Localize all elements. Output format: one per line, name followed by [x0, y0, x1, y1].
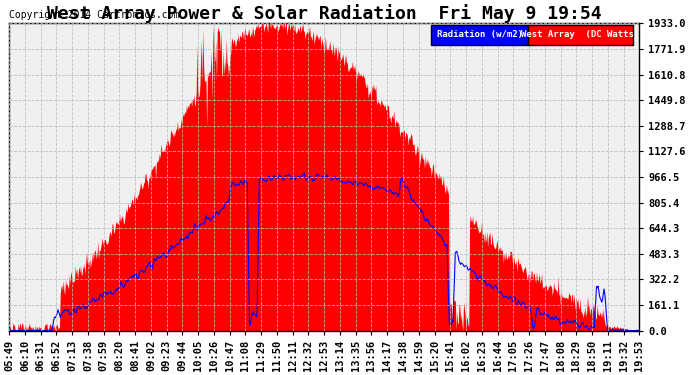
Text: Copyright 2014 Cartronics.com: Copyright 2014 Cartronics.com: [9, 10, 179, 20]
Title: West Array Power & Solar Radiation  Fri May 9 19:54: West Array Power & Solar Radiation Fri M…: [47, 4, 602, 23]
